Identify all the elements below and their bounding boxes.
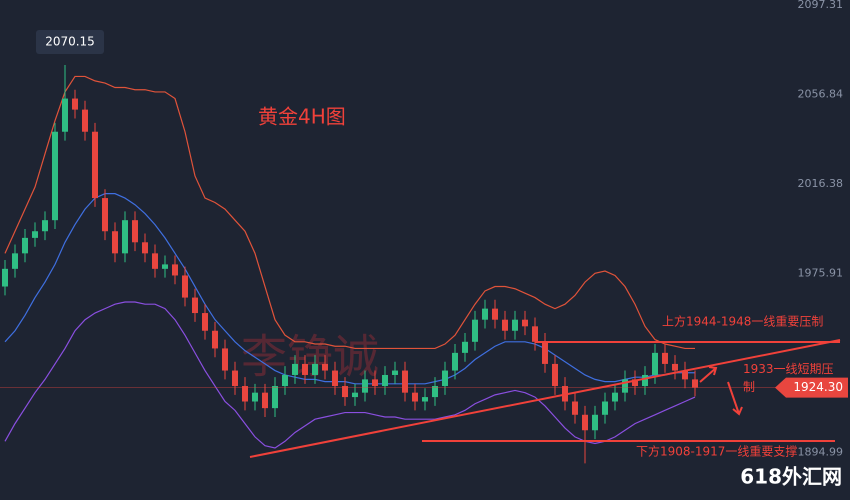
- candle-body: [392, 370, 398, 375]
- candle-body: [162, 264, 168, 269]
- candle-body: [212, 330, 218, 349]
- candle-body: [152, 253, 158, 269]
- candle-body: [672, 363, 678, 371]
- candle-body: [582, 414, 588, 431]
- candle-body: [602, 401, 608, 415]
- watermark: 李铮诚: [241, 330, 379, 384]
- candle-body: [272, 386, 278, 409]
- candle-body: [332, 370, 338, 387]
- candle-body: [92, 131, 98, 199]
- candle-body: [432, 386, 438, 398]
- candle-body: [662, 352, 668, 364]
- candle-body: [472, 319, 478, 342]
- candle-body: [202, 313, 208, 331]
- band-line: [4, 75, 695, 350]
- candle-body: [292, 363, 298, 375]
- candle-body: [442, 370, 448, 387]
- candle-body: [592, 414, 598, 431]
- candle-body: [572, 401, 578, 415]
- candle-body: [482, 308, 488, 320]
- candle-body: [12, 253, 18, 269]
- candle-body: [282, 374, 288, 387]
- candle-body: [102, 198, 108, 232]
- candle-body: [172, 264, 178, 276]
- candle-body: [32, 231, 38, 238]
- candle-body: [652, 352, 658, 375]
- candle-body: [132, 220, 138, 243]
- candle-body: [552, 363, 558, 387]
- candle-body: [22, 237, 28, 254]
- candle-body: [492, 308, 498, 320]
- candle-body: [262, 392, 268, 409]
- y-tick-label: 1975.91: [798, 266, 844, 279]
- candle-body: [182, 275, 188, 298]
- annotation: 1933一线短期压制: [743, 362, 834, 394]
- y-tick-label: 2016.38: [798, 177, 844, 190]
- y-tick-label: 2056.84: [798, 87, 844, 100]
- candle-body: [252, 392, 258, 402]
- candle-body: [402, 370, 408, 393]
- candle-body: [412, 392, 418, 402]
- candle-body: [362, 379, 368, 393]
- y-tick-label: 2097.31: [798, 0, 844, 11]
- candle-body: [452, 352, 458, 371]
- candle-body: [532, 326, 538, 342]
- candle-body: [612, 392, 618, 402]
- candle-body: [42, 220, 48, 232]
- candle-body: [682, 370, 688, 380]
- candle-body: [512, 319, 518, 331]
- candle-body: [142, 242, 148, 254]
- last-price-label: 1924.30: [793, 380, 843, 394]
- candle-body: [502, 319, 508, 331]
- annotation: 上方1944-1948一线重要压制: [662, 314, 823, 329]
- band-line: [4, 301, 696, 449]
- candle-body: [82, 109, 88, 132]
- last-price-badge: [775, 377, 848, 398]
- candle-body: [2, 268, 8, 287]
- candle-body: [632, 379, 638, 387]
- chart-title: 黄金4H图: [258, 105, 346, 129]
- band-line: [4, 193, 695, 385]
- tooltip-box: [36, 30, 104, 54]
- candle-body: [222, 348, 228, 371]
- candle-body: [462, 341, 468, 353]
- candle-body: [542, 341, 548, 364]
- candle-body: [382, 374, 388, 387]
- logo: 618外汇网: [740, 465, 842, 489]
- candle-body: [342, 386, 348, 398]
- candle-body: [372, 379, 378, 387]
- candle-body: [322, 363, 328, 371]
- candle-body: [642, 374, 648, 387]
- candle-body: [72, 98, 78, 110]
- candle-body: [232, 370, 238, 387]
- candle-body: [122, 220, 128, 254]
- high-label: 2070.15: [45, 35, 95, 49]
- candle-body: [62, 98, 68, 132]
- candle-body: [522, 319, 528, 327]
- candle-body: [112, 231, 118, 254]
- plot: [2, 65, 698, 464]
- candle-body: [622, 379, 628, 393]
- candle-body: [352, 392, 358, 398]
- candle-body: [312, 363, 318, 375]
- candle-body: [192, 297, 198, 314]
- candle-body: [302, 363, 308, 375]
- annotation: 下方1908-1917一线重要支撑: [636, 444, 797, 459]
- trend-line: [249, 339, 841, 458]
- y-tick-label: 1894.99: [798, 445, 844, 458]
- candle-body: [692, 379, 698, 388]
- arrow-up: [699, 366, 718, 383]
- candle-body: [422, 397, 428, 402]
- candle-body: [52, 131, 58, 221]
- candle-body: [242, 386, 248, 402]
